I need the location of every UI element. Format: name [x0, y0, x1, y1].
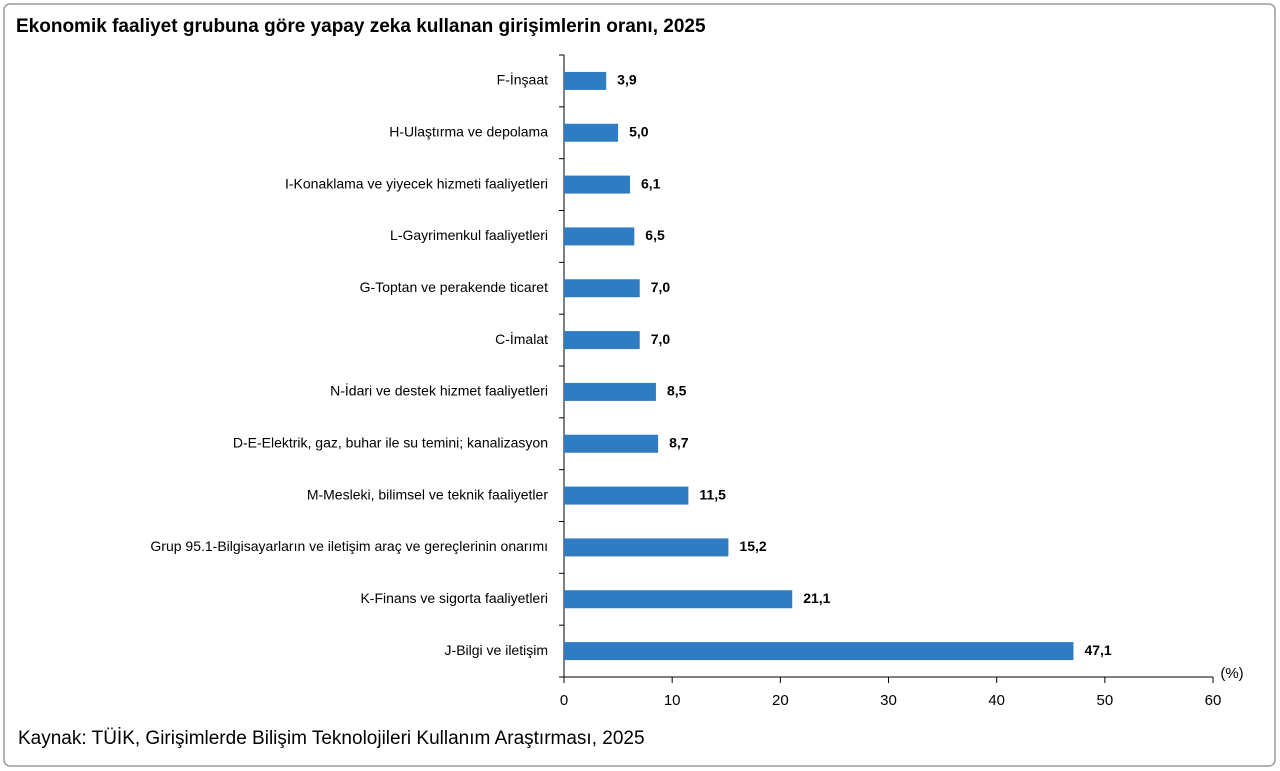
y-tick-label: F-İnşaat [497, 71, 548, 88]
value-label: 47,1 [1084, 642, 1111, 658]
y-tick-label: K-Finans ve sigorta faaliyetleri [360, 590, 548, 606]
bar [564, 538, 729, 557]
x-tick-label: 20 [772, 692, 789, 709]
value-label: 7,0 [651, 279, 671, 295]
y-tick-label: G-Toptan ve perakende ticaret [360, 279, 548, 295]
value-label: 8,5 [667, 383, 687, 399]
bar [564, 486, 689, 505]
bar [564, 227, 635, 246]
value-label: 5,0 [629, 123, 649, 139]
source: Kaynak: TÜİK, Girişimlerde Bilişim Tekno… [18, 728, 645, 749]
y-tick-label: I-Konaklama ve yiyecek hizmeti faaliyetl… [285, 175, 548, 191]
value-label: 6,5 [645, 227, 665, 243]
x-tick-label: 30 [880, 692, 897, 709]
x-tick-label: 60 [1205, 692, 1222, 709]
y-tick-label: M-Mesleki, bilimsel ve teknik faaliyetle… [307, 486, 549, 502]
y-tick-label: J-Bilgi ve iletişim [445, 642, 548, 658]
y-tick-label: N-İdari ve destek hizmet faaliyetleri [330, 382, 548, 399]
x-tick-label: 50 [1096, 692, 1113, 709]
y-tick-label: Grup 95.1-Bilgisayarların ve iletişim ar… [150, 538, 548, 554]
bar [564, 175, 630, 194]
x-tick-label: 10 [664, 692, 681, 709]
bar [564, 434, 659, 453]
value-label: 21,1 [803, 590, 830, 606]
bar [564, 123, 619, 142]
value-label: 11,5 [699, 486, 726, 502]
value-label: 15,2 [739, 538, 766, 554]
bar [564, 279, 640, 298]
bar [564, 382, 656, 401]
bar [564, 71, 607, 90]
value-label: 6,1 [641, 175, 661, 191]
x-tick-label: 0 [560, 692, 568, 709]
bar [564, 642, 1074, 661]
value-label: 7,0 [651, 331, 671, 347]
y-tick-label: H-Ulaştırma ve depolama [389, 123, 548, 139]
bar [564, 590, 793, 609]
bar [564, 331, 640, 350]
value-label: 8,7 [669, 434, 689, 450]
x-tick-label: 40 [988, 692, 1005, 709]
y-tick-label: C-İmalat [495, 330, 548, 347]
value-label: 3,9 [617, 72, 637, 88]
y-tick-label: L-Gayrimenkul faaliyetleri [390, 227, 548, 243]
x-unit: (%) [1220, 665, 1243, 682]
y-tick-label: D-E-Elektrik, gaz, buhar ile su temini; … [233, 434, 548, 450]
chart-title: Ekonomik faaliyet grubuna göre yapay zek… [16, 16, 706, 37]
